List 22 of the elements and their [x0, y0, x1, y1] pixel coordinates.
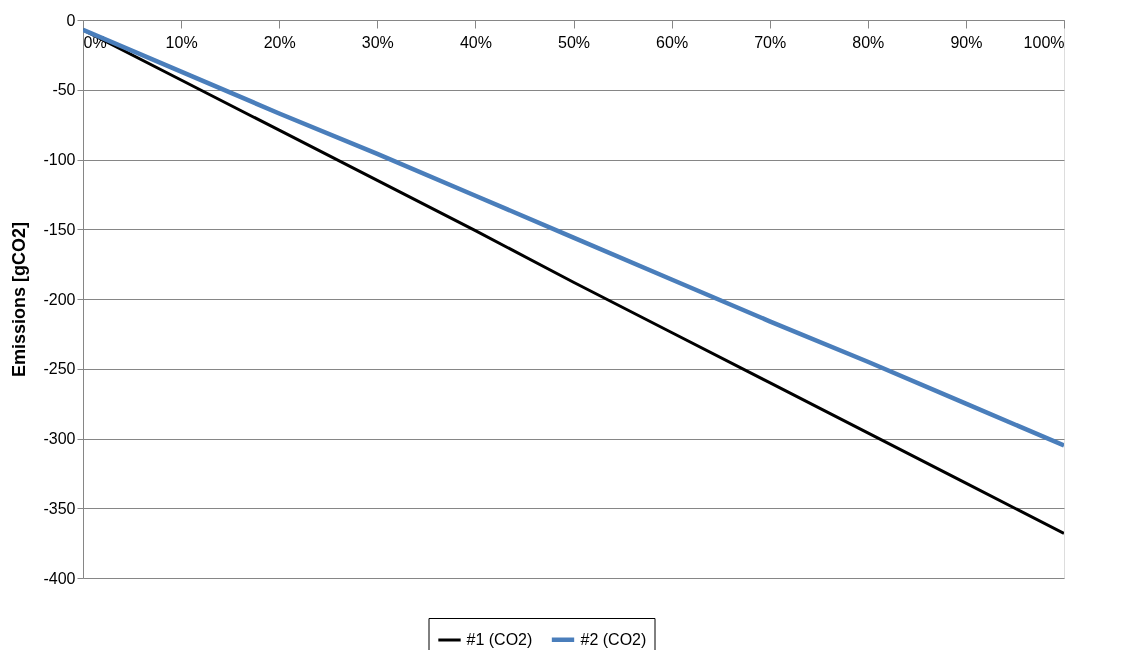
- x-tick-label: 90%: [950, 33, 983, 51]
- x-tick-label: 20%: [263, 33, 296, 51]
- y-tick-label: -50: [52, 81, 76, 99]
- y-tick-label: 0: [66, 11, 76, 29]
- legend-label: #2 (CO2): [580, 630, 647, 648]
- y-tick-label: -250: [43, 360, 76, 378]
- x-tick-label: 30%: [361, 33, 394, 51]
- x-tick-label: 60%: [656, 33, 689, 51]
- y-tick-label: -100: [43, 151, 76, 168]
- y-tick-label: -200: [43, 290, 76, 308]
- legend-label: #1 (CO2): [466, 631, 533, 648]
- y-tick-label: -150: [43, 220, 76, 238]
- x-tick-label: 50%: [557, 33, 591, 51]
- x-tick-label: 70%: [754, 33, 787, 51]
- y-tick-label: -350: [43, 499, 76, 517]
- x-tick-label: 80%: [852, 33, 885, 51]
- x-tick-label: 40%: [459, 33, 492, 51]
- x-tick-label: 100%: [1023, 33, 1065, 51]
- y-axis-title: Emissions [gCO2]: [9, 221, 30, 378]
- x-tick-label: 10%: [165, 33, 198, 51]
- y-tick-label: -300: [43, 430, 76, 447]
- y-tick-label: -400: [43, 569, 76, 587]
